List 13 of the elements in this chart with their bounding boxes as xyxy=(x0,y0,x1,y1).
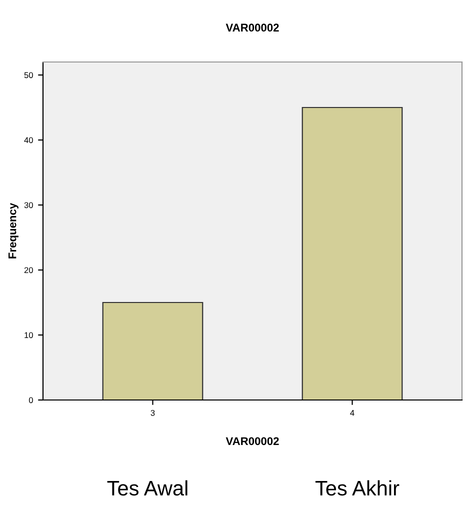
y-tick-label: 10 xyxy=(24,332,33,338)
y-tick-label: 50 xyxy=(24,72,33,78)
chart-title: VAR00002 xyxy=(226,24,279,32)
y-tick-label: 40 xyxy=(24,137,33,144)
text: Tes Awal xyxy=(107,480,188,496)
x-tick-label: 3 xyxy=(150,410,155,416)
y-tick-label: 0 xyxy=(28,397,33,404)
y-tick-label: 30 xyxy=(24,202,33,208)
x-tick-label: 4 xyxy=(350,410,354,416)
y-tick-label: 20 xyxy=(24,267,33,274)
y-axis-title: Frequency xyxy=(8,202,18,258)
text: Tes Akhir xyxy=(315,480,400,496)
x-axis-title: VAR00002 xyxy=(226,437,279,446)
